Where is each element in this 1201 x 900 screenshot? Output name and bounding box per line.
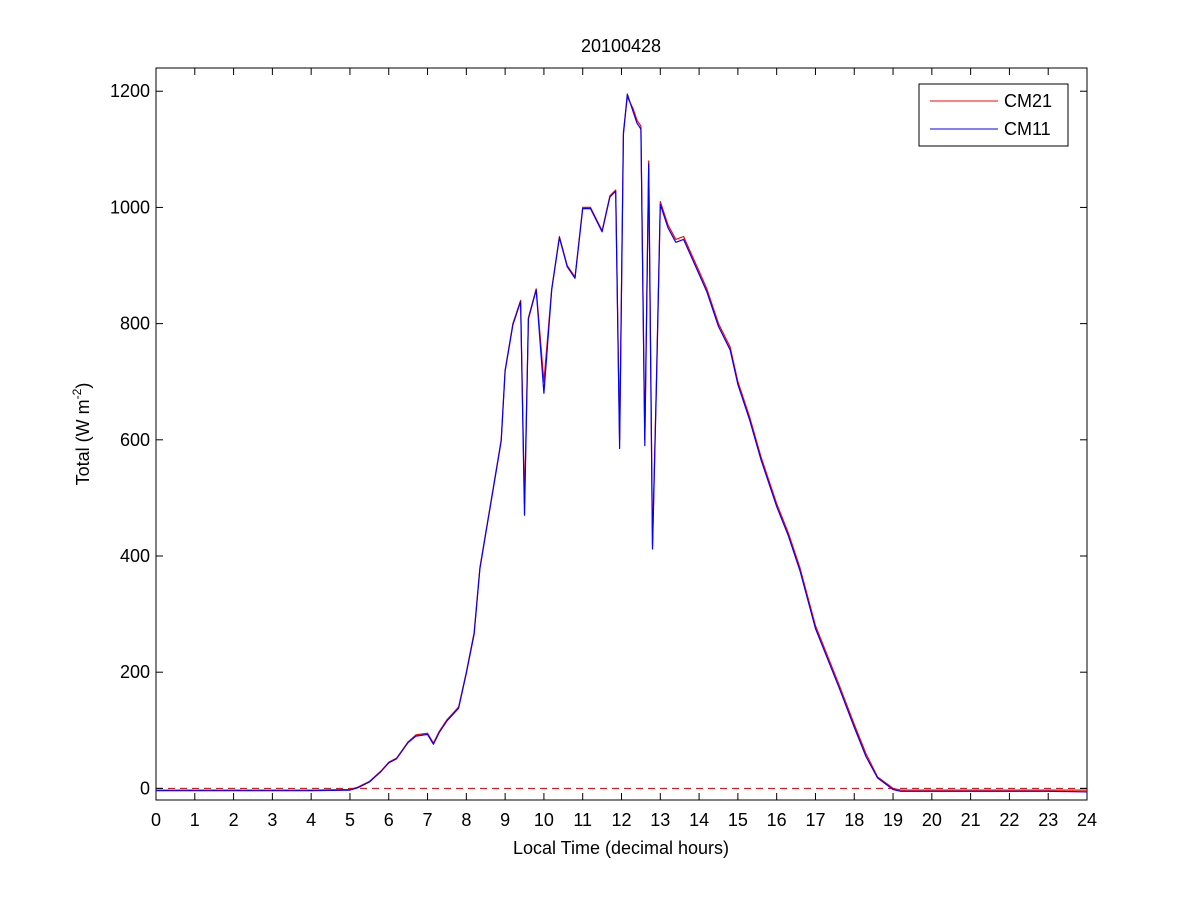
x-tick-label: 7 xyxy=(423,810,433,830)
y-tick-label: 1000 xyxy=(110,197,150,217)
x-tick-label: 11 xyxy=(573,810,592,830)
x-tick-label: 0 xyxy=(151,810,161,830)
x-tick-label: 18 xyxy=(844,810,864,830)
y-tick-label: 800 xyxy=(120,314,150,334)
y-axis-label-superscript: -2 xyxy=(70,388,84,399)
plot-area xyxy=(155,67,1088,801)
y-axis-label-main: Total (W m xyxy=(73,399,93,485)
x-axis-label: Local Time (decimal hours) xyxy=(513,838,729,858)
y-tick-label: 600 xyxy=(120,430,150,450)
x-tick-label: 15 xyxy=(728,810,748,830)
series-line-cm11 xyxy=(156,93,1088,793)
x-tick-label: 10 xyxy=(534,810,554,830)
y-tick-label: 1200 xyxy=(110,81,150,101)
y-axis-label: Total (W m-2) xyxy=(70,383,93,486)
x-tick-label: 13 xyxy=(650,810,670,830)
x-tick-label: 21 xyxy=(961,810,981,830)
x-tick-label: 2 xyxy=(229,810,239,830)
x-tick-label: 20 xyxy=(922,810,942,830)
chart-title: 20100428 xyxy=(581,36,661,56)
x-tick-label: 19 xyxy=(883,810,903,830)
x-tick-label: 6 xyxy=(384,810,394,830)
x-tick-label: 8 xyxy=(461,810,471,830)
x-tick-label: 9 xyxy=(500,810,510,830)
y-axis-label-close: ) xyxy=(73,383,93,389)
x-tick-label: 23 xyxy=(1038,810,1058,830)
x-tick-label: 1 xyxy=(190,810,200,830)
legend: CM21 CM11 xyxy=(918,83,1069,147)
x-tick-label: 14 xyxy=(689,810,709,830)
x-tick-label: 24 xyxy=(1077,810,1097,830)
series-line-cm21 xyxy=(156,96,1087,791)
x-tick-label: 4 xyxy=(306,810,316,830)
legend-box xyxy=(918,83,1069,147)
x-tick-label: 16 xyxy=(767,810,787,830)
x-tick-label: 17 xyxy=(805,810,825,830)
x-tick-label: 12 xyxy=(611,810,631,830)
x-tick-label: 5 xyxy=(345,810,355,830)
x-tick-label: 3 xyxy=(267,810,277,830)
x-tick-label: 22 xyxy=(999,810,1019,830)
y-tick-label: 0 xyxy=(140,778,150,798)
legend-label-cm11: CM11 xyxy=(1004,119,1051,139)
x-axis-ticks: 0 1 2 3 4 5 6 7 8 9 10 11 12 13 14 15 16 17 18 19 20 21 22 23 24 xyxy=(151,68,1097,830)
y-tick-label: 200 xyxy=(120,662,150,682)
legend-label-cm21: CM21 xyxy=(1004,91,1052,111)
series-layer xyxy=(156,93,1088,793)
y-tick-label: 400 xyxy=(120,546,150,566)
y-axis-ticks: 0 200 400 600 800 1000 1200 xyxy=(110,81,1087,798)
